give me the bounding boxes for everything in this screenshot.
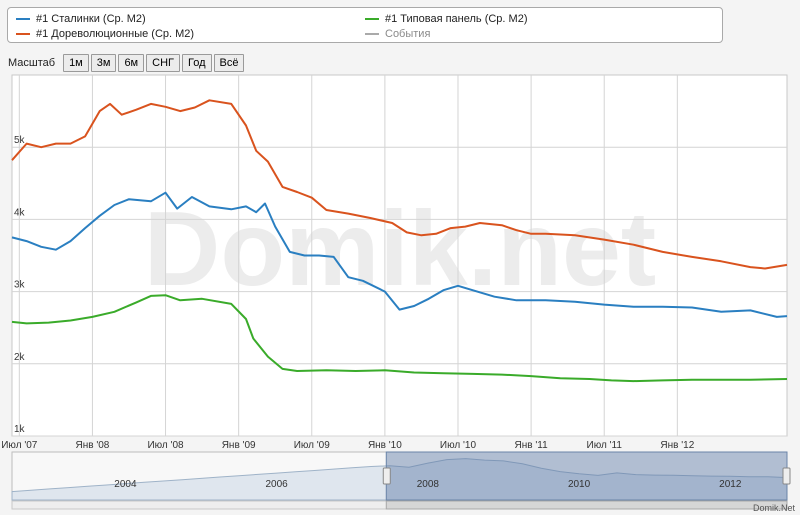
legend-item-panel[interactable]: #1 Типовая панель (Ср. M2)	[365, 13, 527, 25]
navigator-year-label: 2012	[719, 479, 742, 490]
footer-credit: Domik.Net	[752, 503, 795, 513]
legend-item-events[interactable]: События	[365, 28, 430, 40]
navigator-year-label: 2010	[568, 479, 591, 490]
scrollbar-thumb	[385, 500, 788, 510]
legend-swatch	[16, 18, 30, 20]
navigator-handle	[782, 467, 791, 485]
navigator-handle	[382, 467, 391, 485]
range-button-all[interactable]: Всё	[213, 54, 245, 72]
legend-item-stalinki[interactable]: #1 Сталинки (Ср. M2)	[16, 13, 146, 25]
legend-item-dorevolyutsionnye[interactable]: #1 Дореволюционные (Ср. M2)	[16, 28, 194, 40]
series-line-2	[11, 294, 788, 383]
range-label: Масштаб	[8, 57, 56, 69]
navigator-year-label: 2008	[417, 479, 440, 490]
legend-label: #1 Дореволюционные (Ср. M2)	[36, 28, 195, 40]
range-button-ytd[interactable]: СНГ	[146, 54, 180, 72]
x-tick-label: Янв '09	[222, 440, 256, 451]
x-tick-label: Янв '10	[368, 440, 402, 451]
x-tick-label: Июл '07	[1, 440, 38, 451]
x-tick-label: Июл '11	[587, 440, 623, 451]
x-tick-label: Июл '08	[147, 440, 184, 451]
legend-label: События	[385, 28, 431, 40]
series-line-1	[11, 99, 788, 270]
range-button-6m[interactable]: 6м	[118, 54, 145, 72]
legend-label: #1 Типовая панель (Ср. M2)	[385, 13, 528, 25]
range-button-3m[interactable]: 3м	[90, 54, 117, 72]
navigator-selection	[385, 451, 788, 501]
navigator-series	[11, 458, 788, 501]
x-tick-label: Янв '08	[75, 440, 109, 451]
legend-label: #1 Сталинки (Ср. M2)	[36, 13, 146, 25]
navigator-year-label: 2004	[114, 479, 137, 490]
x-tick-label: Янв '12	[660, 440, 694, 451]
series-line-0	[11, 191, 788, 318]
range-button-1m[interactable]: 1м	[63, 54, 89, 72]
x-tick-label: Янв '11	[515, 440, 549, 451]
legend-swatch	[365, 18, 379, 20]
x-tick-label: Июл '09	[294, 440, 331, 451]
navigator-year-label: 2006	[266, 479, 289, 490]
range-selector: Масштаб 1м 3м 6м СНГ Год Всё	[8, 54, 246, 72]
legend-swatch	[16, 33, 30, 35]
legend-swatch	[365, 33, 379, 35]
range-button-1y[interactable]: Год	[181, 54, 212, 72]
plot-area	[11, 74, 788, 437]
x-tick-label: Июл '10	[440, 440, 477, 451]
chart-legend: #1 Сталинки (Ср. M2) #1 Дореволюционные …	[7, 7, 723, 43]
